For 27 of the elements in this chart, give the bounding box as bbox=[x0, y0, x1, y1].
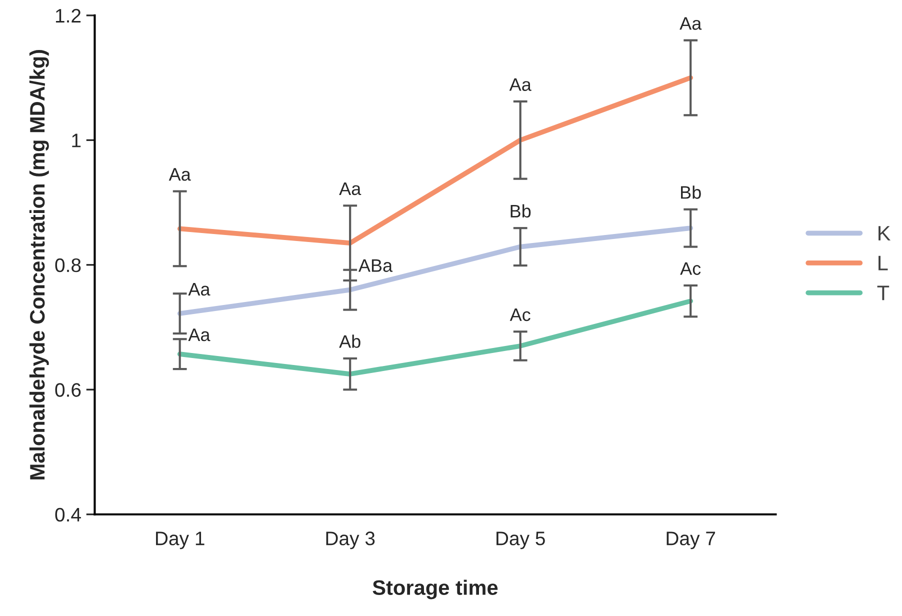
line-series bbox=[177, 298, 694, 376]
annotation: Aa bbox=[680, 17, 702, 30]
y-tick-label: 1.2 bbox=[56, 8, 81, 22]
y-tick-label: 0.4 bbox=[55, 508, 81, 522]
annotation: ABa bbox=[358, 259, 393, 272]
annotation: Ab bbox=[339, 334, 360, 348]
y-axis-title: Malonaldehyde Concentration (mg MDA/kg) bbox=[29, 50, 49, 480]
x-tick-label: Day 3 bbox=[326, 532, 375, 550]
annotation: Bb bbox=[681, 186, 701, 199]
annotation: Aa bbox=[168, 168, 191, 181]
legend-label: K bbox=[878, 226, 890, 240]
annotation: Aa bbox=[188, 328, 210, 342]
annotation: Ac bbox=[510, 308, 530, 322]
annotation: Aa bbox=[339, 182, 362, 196]
y-tick-label: 1 bbox=[72, 134, 81, 148]
y-tick-label: 0.6 bbox=[55, 383, 81, 397]
x-tick-label: Day 5 bbox=[496, 532, 545, 550]
legend-label: L bbox=[878, 256, 888, 270]
x-tick-label: Day 1 bbox=[156, 532, 204, 550]
x-tick-label: Day 7 bbox=[666, 532, 716, 550]
annotation: Bb bbox=[510, 204, 531, 218]
y-tick-label: 0.8 bbox=[55, 258, 81, 272]
x-axis-title: Storage time bbox=[372, 580, 498, 600]
annotation: Aa bbox=[188, 283, 210, 296]
legend-label: T bbox=[877, 286, 890, 300]
annotation: Ac bbox=[680, 262, 701, 275]
annotation: Aa bbox=[509, 78, 532, 91]
